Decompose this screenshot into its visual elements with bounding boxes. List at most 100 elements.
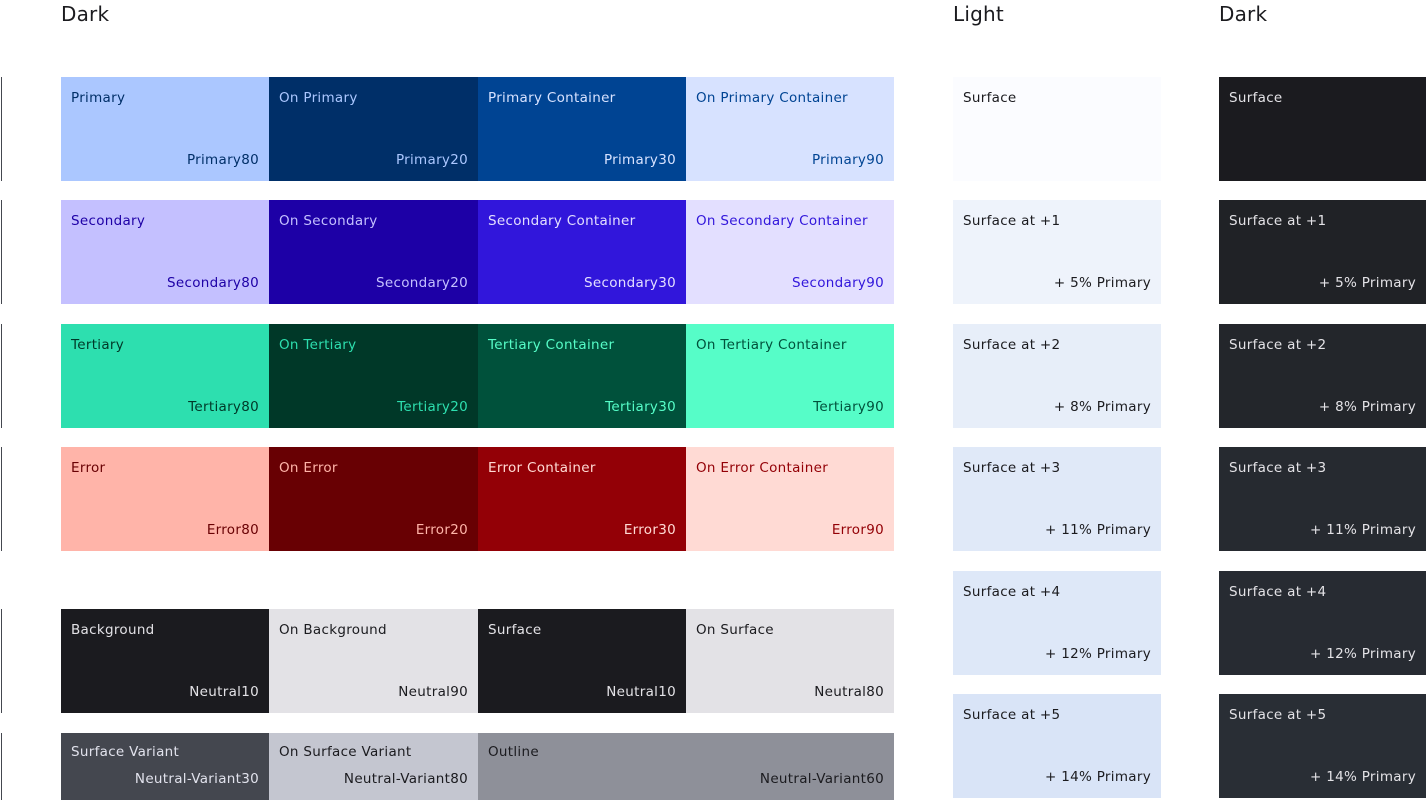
swatch-tone-label: Primary80 — [186, 152, 259, 168]
light-surface-at-5-swatch: Surface at +5 + 14% Primary — [953, 694, 1161, 798]
swatch-role-label: On Secondary — [279, 213, 378, 229]
swatch-role-label: Primary Container — [488, 90, 616, 106]
swatch-tone-label: Error80 — [206, 522, 259, 538]
swatch-tone-label: Error90 — [831, 522, 884, 538]
accent-on-primary-swatch: On Primary Primary20 — [269, 77, 478, 181]
swatch-role-label: On Error — [279, 460, 338, 476]
accent-on-secondary-swatch: On Secondary Secondary20 — [269, 200, 478, 304]
swatch-role-label: On Tertiary — [279, 337, 357, 353]
swatch-role-label: Surface at +5 — [963, 707, 1061, 723]
dark-surface-at-5-swatch: Surface at +5 + 14% Primary — [1219, 694, 1426, 798]
swatch-role-label: Surface at +2 — [963, 337, 1061, 353]
accent-tertiary-container-swatch: Tertiary Container Tertiary30 — [478, 324, 686, 428]
dark-surface-at-2-swatch: Surface at +2 + 8% Primary — [1219, 324, 1426, 428]
swatch-role-label: Tertiary Container — [488, 337, 615, 353]
accent-on-tertiary-container-swatch: On Tertiary Container Tertiary90 — [686, 324, 894, 428]
swatch-tone-label: Tertiary20 — [397, 399, 468, 415]
accent-error-container-swatch: Error Container Error30 — [478, 447, 686, 551]
swatch-tone-label: Primary30 — [603, 152, 676, 168]
accent-on-error-container-swatch: On Error Container Error90 — [686, 447, 894, 551]
swatch-role-label: Surface at +3 — [963, 460, 1061, 476]
swatch-tone-label: Neutral10 — [189, 684, 259, 700]
swatch-tone-label: Primary90 — [811, 152, 884, 168]
swatch-overlay-label: + 12% Primary — [1310, 646, 1416, 662]
dark-surface-at-3-swatch: Surface at +3 + 11% Primary — [1219, 447, 1426, 551]
row-divider-line — [1, 609, 2, 713]
swatch-role-label: Surface at +1 — [963, 213, 1061, 229]
swatch-role-label: Secondary Container — [488, 213, 636, 229]
variant-surface-variant-swatch: Surface Variant Neutral-Variant30 — [61, 733, 269, 800]
heading-dark-scheme: Dark — [61, 2, 110, 26]
swatch-tone-label: Secondary90 — [792, 275, 884, 291]
swatch-role-label: Secondary — [71, 213, 146, 229]
row-divider-line — [1, 447, 2, 551]
swatch-role-label: Surface — [488, 622, 542, 638]
swatch-role-label: Surface — [1229, 90, 1283, 106]
swatch-tone-label: Tertiary90 — [813, 399, 884, 415]
swatch-tone-label: Neutral-Variant80 — [343, 771, 468, 787]
swatch-role-label: On Secondary Container — [696, 213, 868, 229]
variant-on-surface-variant-swatch: On Surface Variant Neutral-Variant80 — [269, 733, 478, 800]
row-divider-line — [1, 733, 2, 800]
swatch-tone-label: Neutral10 — [606, 684, 676, 700]
swatch-role-label: On Surface — [696, 622, 774, 638]
neutral-on-surface-swatch: On Surface Neutral80 — [686, 609, 894, 713]
swatch-tone-label: Neutral-Variant60 — [759, 771, 884, 787]
accent-on-tertiary-swatch: On Tertiary Tertiary20 — [269, 324, 478, 428]
row-divider-line — [1, 324, 2, 428]
swatch-role-label: Error Container — [488, 460, 596, 476]
swatch-role-label: On Primary — [279, 90, 358, 106]
swatch-tone-label: Tertiary80 — [188, 399, 259, 415]
swatch-tone-label: Error30 — [623, 522, 676, 538]
dark-surface-at-4-swatch: Surface at +4 + 12% Primary — [1219, 571, 1426, 675]
swatch-role-label: On Error Container — [696, 460, 829, 476]
light-surface-at-2-swatch: Surface at +2 + 8% Primary — [953, 324, 1161, 428]
swatch-overlay-label: + 12% Primary — [1045, 646, 1151, 662]
swatch-overlay-label: + 8% Primary — [1053, 399, 1151, 415]
accent-primary-container-swatch: Primary Container Primary30 — [478, 77, 686, 181]
neutral-on-background-swatch: On Background Neutral90 — [269, 609, 478, 713]
light-surface-at-1-swatch: Surface at +1 + 5% Primary — [953, 200, 1161, 304]
accent-error-swatch: Error Error80 — [61, 447, 269, 551]
swatch-overlay-label: + 14% Primary — [1045, 769, 1151, 785]
swatch-overlay-label: + 8% Primary — [1318, 399, 1416, 415]
accent-on-error-swatch: On Error Error20 — [269, 447, 478, 551]
swatch-role-label: Surface at +3 — [1229, 460, 1327, 476]
light-surface-at-3-swatch: Surface at +3 + 11% Primary — [953, 447, 1161, 551]
swatch-role-label: Tertiary — [71, 337, 125, 353]
swatch-tone-label: Primary20 — [395, 152, 468, 168]
swatch-role-label: Error — [71, 460, 106, 476]
neutral-surface-swatch: Surface Neutral10 — [478, 609, 686, 713]
dark-surface-at-1-swatch: Surface at +1 + 5% Primary — [1219, 200, 1426, 304]
swatch-overlay-label: + 11% Primary — [1045, 522, 1151, 538]
swatch-role-label: Outline — [488, 744, 539, 760]
dark-surface-swatch: Surface — [1219, 77, 1426, 181]
swatch-overlay-label: + 11% Primary — [1310, 522, 1416, 538]
light-surface-at-4-swatch: Surface at +4 + 12% Primary — [953, 571, 1161, 675]
swatch-role-label: On Tertiary Container — [696, 337, 847, 353]
swatch-tone-label: Secondary20 — [376, 275, 468, 291]
swatch-role-label: Surface at +5 — [1229, 707, 1327, 723]
swatch-overlay-label: + 5% Primary — [1318, 275, 1416, 291]
swatch-role-label: On Surface Variant — [279, 744, 412, 760]
swatch-overlay-label: + 14% Primary — [1310, 769, 1416, 785]
swatch-tone-label: Neutral80 — [814, 684, 884, 700]
swatch-overlay-label: + 5% Primary — [1053, 275, 1151, 291]
swatch-tone-label: Secondary80 — [167, 275, 259, 291]
swatch-tone-label: Error20 — [415, 522, 468, 538]
neutral-background-swatch: Background Neutral10 — [61, 609, 269, 713]
variant-outline-swatch: Outline Neutral-Variant60 — [478, 733, 894, 800]
swatch-tone-label: Secondary30 — [584, 275, 676, 291]
swatch-role-label: On Background — [279, 622, 387, 638]
row-divider-line — [1, 200, 2, 304]
accent-on-secondary-container-swatch: On Secondary Container Secondary90 — [686, 200, 894, 304]
swatch-role-label: Surface at +2 — [1229, 337, 1327, 353]
row-divider-line — [1, 77, 2, 181]
swatch-role-label: Surface — [963, 90, 1017, 106]
heading-light-surfaces: Light — [953, 2, 1004, 26]
accent-primary-swatch: Primary Primary80 — [61, 77, 269, 181]
swatch-role-label: Surface at +1 — [1229, 213, 1327, 229]
light-surface-swatch: Surface — [953, 77, 1161, 181]
swatch-role-label: Background — [71, 622, 155, 638]
accent-on-primary-container-swatch: On Primary Container Primary90 — [686, 77, 894, 181]
